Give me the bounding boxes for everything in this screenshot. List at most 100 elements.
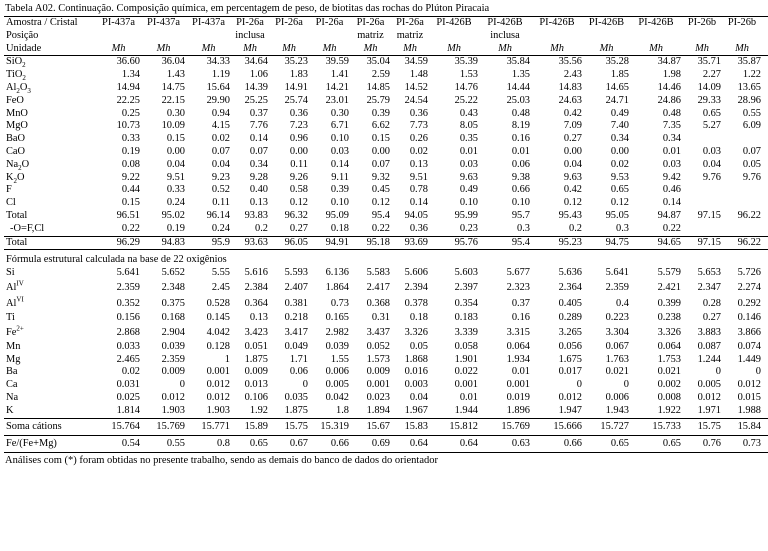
table-cell: 4.15 — [211, 120, 230, 132]
table-cell: 0.022 — [454, 366, 478, 378]
table-cell: 1.198 — [762, 354, 768, 367]
table-cell: 0.28 — [702, 297, 721, 309]
table-cell: 0.005 — [325, 379, 349, 391]
table-cell: 3.423 — [244, 326, 268, 338]
table-cell: 0.3 — [583, 222, 630, 237]
table-cell: 0.07 — [371, 158, 390, 170]
table-cell: 0.55 — [742, 107, 761, 119]
table-cell: 94.65 — [630, 236, 682, 251]
row-label: Ca — [4, 379, 96, 392]
table-cell: 0 — [179, 379, 185, 391]
table-cell: 2.59 — [371, 69, 390, 81]
table-cell: 0.44 — [121, 184, 140, 196]
table-cell: 0.27 — [563, 133, 582, 145]
table-cell: 0.292 — [737, 297, 761, 309]
table-cell: 1.971 — [682, 404, 722, 419]
table-cell: 24.86 — [657, 94, 681, 106]
label-subscript: 2 — [13, 176, 18, 185]
table-cell: 0.18 — [409, 311, 428, 323]
table-cell: 95.43 — [558, 209, 582, 221]
table-cell: 0.45 — [371, 184, 390, 196]
table-cell: Mh — [186, 42, 231, 57]
table-cell: 0.65 — [702, 107, 721, 119]
table-cell: Mh — [309, 42, 350, 57]
table-cell: 0.65 — [583, 435, 630, 453]
label-base: Na — [6, 158, 19, 170]
table-cell: 1.896 — [479, 404, 531, 419]
table-cell: 5.652 — [161, 267, 185, 279]
table-cell: 0 — [755, 366, 761, 378]
table-cell: 8.84 — [762, 172, 768, 185]
label-base: BaO — [6, 133, 26, 145]
table-cell: 5.636 — [558, 267, 582, 279]
table-cell: 9.28 — [249, 171, 268, 183]
table-cell: 0.2 — [531, 222, 583, 237]
table-cell: 15.84 — [722, 418, 762, 436]
table-cell — [722, 184, 762, 197]
table-cell: Mh — [762, 42, 768, 57]
table-cell: 9.53 — [610, 171, 629, 183]
table-cell: 14.39 — [244, 81, 268, 93]
table-cell: 0.37 — [249, 107, 268, 119]
table-cell: matriz — [357, 29, 384, 41]
label-base: Ba — [6, 366, 18, 378]
table-cell: 0.73 — [330, 297, 349, 309]
table-cell: 0.19 — [121, 145, 140, 157]
table-cell: 0.042 — [325, 391, 349, 403]
table-cell: 2.359 — [116, 281, 140, 293]
table-cell: 0.234 — [762, 296, 768, 312]
table-cell: 8.05 — [459, 120, 478, 132]
row-label: Soma cátions — [4, 418, 96, 436]
table-cell: 0.128 — [206, 340, 230, 352]
table-cell: 1.947 — [531, 404, 583, 419]
table-cell: 29.90 — [206, 94, 230, 106]
table-cell: 3.417 — [284, 326, 308, 338]
table-cell: PI-437a — [186, 15, 231, 30]
cation-row: Fe2+ 2.868 2.904 4.042 3.423 3.417 2.982 3.437 3… — [4, 325, 768, 341]
table-cell: 1.449 — [737, 353, 761, 365]
table-cell: PI-26a — [391, 15, 429, 30]
table-cell: 0.01 — [459, 145, 478, 157]
row-label: TiO2 — [4, 69, 96, 82]
table-cell: PI-26a — [269, 15, 309, 30]
table-cell: Mh — [429, 42, 479, 57]
row-label: Si — [4, 267, 96, 280]
table-cell: 1.814 — [96, 404, 141, 419]
table-cell: 0.36 — [409, 107, 428, 119]
table-cell: 0.30 — [330, 107, 349, 119]
label-base: SiO — [6, 56, 23, 68]
table-cell — [186, 30, 231, 43]
table-cell: 0.223 — [605, 311, 629, 323]
label-superscript: IV — [16, 279, 24, 288]
table-cell: 0 — [576, 379, 582, 391]
table-cell: PI-26b — [682, 15, 722, 30]
row-label: F — [4, 184, 96, 197]
table-cell: 0.001 — [454, 379, 478, 391]
table-cell: 0.364 — [244, 297, 268, 309]
table-cell: 5.603 — [454, 267, 478, 279]
table-cell: 3.326 — [657, 326, 681, 338]
table-cell — [583, 30, 630, 43]
table-cell: 0.64 — [391, 435, 429, 453]
table-cell: 97.15 — [697, 209, 721, 221]
table-cell: 0.13 — [409, 158, 428, 170]
table-cell: 0.012 — [206, 391, 230, 403]
table-cell: 0 — [715, 366, 721, 378]
table-cell: 0.01 — [511, 366, 530, 378]
label-base: Total — [6, 209, 28, 221]
table-cell: Mh — [479, 42, 531, 57]
table-cell: 0.40 — [249, 184, 268, 196]
table-cell: 0.67 — [269, 435, 309, 453]
table-cell: 7.76 — [249, 120, 268, 132]
table-cell: 0.26 — [409, 133, 428, 145]
table-cell: 94.91 — [309, 236, 350, 251]
table-cell: PI-426B — [630, 15, 682, 30]
table-cell: 7.73 — [409, 120, 428, 132]
table-cell: 0.10 — [330, 133, 349, 145]
cation-row: Ca 0.031 0 0.012 0.013 0 0.005 0.001 0.003 0.001 0… — [4, 379, 768, 392]
table-cell: 1.573 — [366, 353, 390, 365]
table-cell: 0.49 — [610, 107, 629, 119]
table-cell: 8.19 — [511, 120, 530, 132]
table-cell: 0.14 — [409, 197, 428, 209]
table-cell: 5.616 — [244, 267, 268, 279]
